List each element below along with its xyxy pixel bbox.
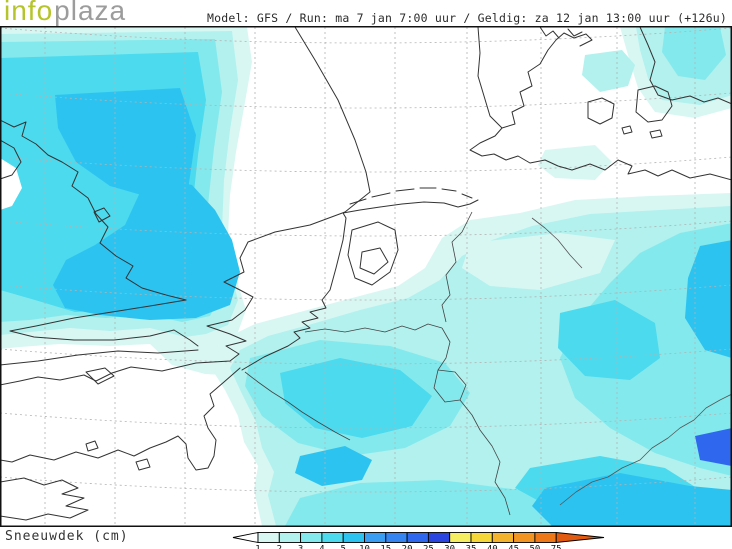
colorbar-tick-label: 45: [508, 545, 519, 549]
colorbar-tick-label: 1: [255, 545, 260, 549]
country-borders: [244, 211, 511, 516]
colorbar-tick-label: 4: [319, 545, 324, 549]
britain-west-coast: [1, 119, 187, 301]
danish-islet: [649, 129, 663, 139]
snow-depth-field: [1, 27, 731, 526]
skagerrak-coast: [539, 27, 560, 39]
southwest-england-coast: [1, 349, 199, 366]
sweden-coast: [639, 27, 731, 105]
snow-depth-colorbar: 1234510152025303540455075: [232, 531, 605, 549]
colorbar-tick-label: 2: [277, 545, 282, 549]
weather-map: [0, 26, 732, 527]
great-britain-coast: [1, 27, 371, 386]
rivers: [531, 217, 731, 506]
colorbar-tick-label: 5: [340, 545, 345, 549]
colorbar-segment: [257, 532, 280, 543]
colorbar-tick-label: 10: [359, 545, 370, 549]
irish-sea-clear-gap: [1, 158, 22, 210]
colorbar-segment: [385, 532, 408, 543]
zealand-island: [635, 85, 673, 123]
snow-depth-area: [662, 27, 726, 80]
model-run-valid-text: Model: GFS / Run: ma 7 jan 7:00 uur / Ge…: [206, 11, 727, 25]
colorbar-tick-label: 40: [487, 545, 498, 549]
isle-of-man: [93, 207, 111, 223]
flevoland: [359, 247, 389, 275]
colorbar-tick-label: 15: [380, 545, 391, 549]
colorbar-segment: [470, 532, 493, 543]
brittany-coast: [1, 477, 89, 521]
jutland-and-baltic-coast: [469, 27, 731, 181]
colorbar-segment: [321, 532, 344, 543]
snow-depth-area: [532, 473, 731, 526]
colorbar-tick-label: 30: [444, 545, 455, 549]
logo-part-plaza: plaza: [54, 0, 127, 26]
colorbar-segment: [513, 532, 536, 543]
colorbar-segment: [406, 532, 429, 543]
rhine-river: [559, 394, 731, 506]
infoplaza-logo: infoplaza: [4, 0, 126, 27]
skagerrak-coast: [567, 28, 583, 37]
isle-of-wight: [85, 367, 115, 385]
frisian-islands: [349, 187, 473, 205]
colorbar-segment: [534, 532, 557, 543]
map-frame: [0, 26, 732, 527]
colorbar-tick-label: 35: [466, 545, 477, 549]
snow-depth-area: [685, 240, 731, 358]
channel-island: [85, 440, 99, 452]
france-channel-coast: [1, 367, 241, 471]
danish-islet: [621, 125, 633, 135]
snow-depth-area: [295, 446, 372, 486]
ireland-coast: [1, 139, 22, 180]
ijsselmeer: [347, 221, 399, 286]
colorbar-tick-label: 3: [298, 545, 303, 549]
colorbar-segment: [342, 532, 365, 543]
colorbar-tick-label: 20: [402, 545, 413, 549]
channel-island: [135, 458, 151, 471]
snow-depth-area: [695, 428, 731, 466]
colorbar-tick-label: 50: [529, 545, 540, 549]
colorbar-right-arrow: [555, 532, 605, 543]
colorbar-segment: [278, 532, 302, 543]
fyn-island: [587, 97, 615, 125]
colorbar-segment: [427, 532, 451, 543]
map-svg: [0, 26, 732, 527]
jutland-east-coast: [501, 32, 593, 129]
colorbar-segment: [491, 532, 515, 543]
snow-depth-area: [55, 88, 196, 198]
legend-title: Sneeuwdek (cm): [5, 529, 129, 544]
snow-depth-area: [558, 300, 660, 380]
wales-coast: [9, 299, 199, 347]
colorbar-tick-label: 75: [551, 545, 562, 549]
colorbar-segment: [364, 532, 387, 543]
colorbar-segment: [449, 532, 472, 543]
snow-depth-area: [538, 145, 612, 180]
logo-part-info: info: [4, 0, 54, 26]
snow-depth-area: [582, 50, 635, 92]
header-bar: infoplaza Model: GFS / Run: ma 7 jan 7:0…: [0, 0, 732, 26]
colorbar-tick-label: 25: [423, 545, 434, 549]
snow-depth-area: [53, 175, 240, 320]
elbe-river: [531, 217, 583, 269]
colorbar-left-arrow: [232, 531, 259, 544]
colorbar-segment: [300, 532, 323, 543]
snow-depth-area: [280, 358, 432, 438]
coastlines: [1, 27, 731, 521]
snow-depth-area: [462, 233, 615, 290]
belgium-netherlands-coast: [241, 199, 479, 371]
